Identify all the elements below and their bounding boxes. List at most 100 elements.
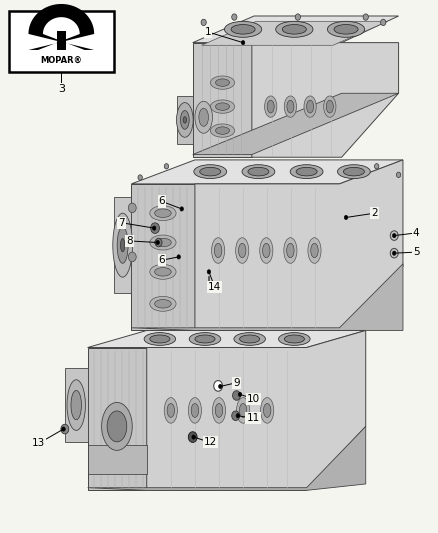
Circle shape [396, 172, 401, 177]
Circle shape [192, 435, 195, 439]
Text: 14: 14 [208, 282, 221, 292]
Ellipse shape [195, 335, 215, 343]
Polygon shape [131, 160, 403, 184]
Ellipse shape [304, 96, 316, 117]
Circle shape [238, 392, 242, 397]
Ellipse shape [236, 238, 249, 263]
Ellipse shape [210, 124, 234, 137]
Ellipse shape [189, 333, 221, 345]
Text: 6: 6 [159, 197, 166, 206]
Circle shape [201, 19, 206, 26]
Ellipse shape [284, 238, 297, 263]
Polygon shape [201, 21, 388, 45]
Polygon shape [131, 184, 195, 330]
Circle shape [128, 252, 136, 262]
Ellipse shape [188, 398, 201, 423]
Ellipse shape [282, 25, 307, 34]
Ellipse shape [155, 238, 171, 247]
Circle shape [392, 251, 396, 255]
Circle shape [344, 215, 348, 220]
Ellipse shape [199, 108, 208, 126]
Polygon shape [65, 368, 88, 442]
Polygon shape [177, 96, 193, 144]
Ellipse shape [287, 100, 294, 113]
Polygon shape [131, 264, 403, 330]
Polygon shape [252, 43, 399, 157]
Ellipse shape [284, 335, 304, 343]
Polygon shape [195, 160, 403, 330]
Text: 8: 8 [126, 236, 133, 246]
Ellipse shape [102, 402, 132, 450]
Ellipse shape [150, 264, 176, 279]
Ellipse shape [265, 96, 277, 117]
Circle shape [152, 226, 156, 230]
Ellipse shape [327, 21, 364, 37]
Circle shape [151, 223, 159, 233]
Ellipse shape [334, 25, 358, 34]
Text: 11: 11 [247, 414, 260, 423]
Ellipse shape [150, 296, 176, 311]
Polygon shape [193, 43, 252, 157]
Text: 9: 9 [233, 378, 240, 387]
Ellipse shape [308, 238, 321, 263]
Polygon shape [88, 348, 147, 490]
Ellipse shape [150, 335, 170, 343]
Circle shape [180, 207, 184, 211]
Ellipse shape [191, 403, 199, 417]
Polygon shape [208, 287, 211, 290]
Ellipse shape [231, 25, 255, 34]
Bar [9, 11, 114, 72]
Circle shape [61, 424, 69, 434]
Ellipse shape [234, 333, 265, 345]
Polygon shape [193, 93, 399, 155]
Ellipse shape [326, 100, 333, 113]
Ellipse shape [263, 403, 271, 417]
Ellipse shape [239, 403, 247, 417]
Ellipse shape [215, 403, 223, 417]
Ellipse shape [324, 96, 336, 117]
Ellipse shape [248, 167, 269, 176]
Ellipse shape [212, 238, 225, 263]
Ellipse shape [155, 300, 171, 308]
Ellipse shape [225, 21, 262, 37]
Ellipse shape [67, 379, 85, 431]
Polygon shape [88, 330, 366, 348]
Ellipse shape [195, 101, 212, 133]
Text: 10: 10 [247, 394, 260, 403]
Circle shape [232, 14, 237, 20]
Circle shape [295, 14, 300, 20]
Text: 4: 4 [413, 228, 420, 238]
Ellipse shape [150, 206, 176, 221]
Circle shape [177, 255, 180, 259]
Ellipse shape [177, 102, 193, 137]
Text: MOPAR®: MOPAR® [40, 55, 82, 64]
Circle shape [155, 238, 162, 247]
Ellipse shape [167, 403, 174, 417]
Text: 13: 13 [32, 439, 45, 448]
Ellipse shape [214, 381, 223, 391]
Text: 3: 3 [58, 84, 65, 94]
Ellipse shape [210, 76, 234, 90]
Text: 5: 5 [413, 247, 420, 257]
Ellipse shape [200, 167, 221, 176]
Ellipse shape [113, 213, 132, 277]
Ellipse shape [290, 165, 323, 179]
Polygon shape [193, 16, 399, 43]
Polygon shape [57, 31, 66, 50]
Ellipse shape [212, 398, 226, 423]
Ellipse shape [237, 398, 250, 423]
Circle shape [219, 384, 222, 389]
Circle shape [236, 414, 240, 418]
Ellipse shape [180, 111, 189, 130]
Ellipse shape [240, 335, 260, 343]
Ellipse shape [183, 117, 187, 123]
Ellipse shape [155, 268, 171, 276]
Ellipse shape [117, 227, 128, 263]
Text: 7: 7 [118, 218, 125, 228]
Ellipse shape [296, 167, 317, 176]
Ellipse shape [286, 243, 294, 257]
Ellipse shape [337, 165, 370, 179]
Ellipse shape [238, 243, 246, 257]
Ellipse shape [261, 398, 274, 423]
Circle shape [138, 175, 142, 180]
